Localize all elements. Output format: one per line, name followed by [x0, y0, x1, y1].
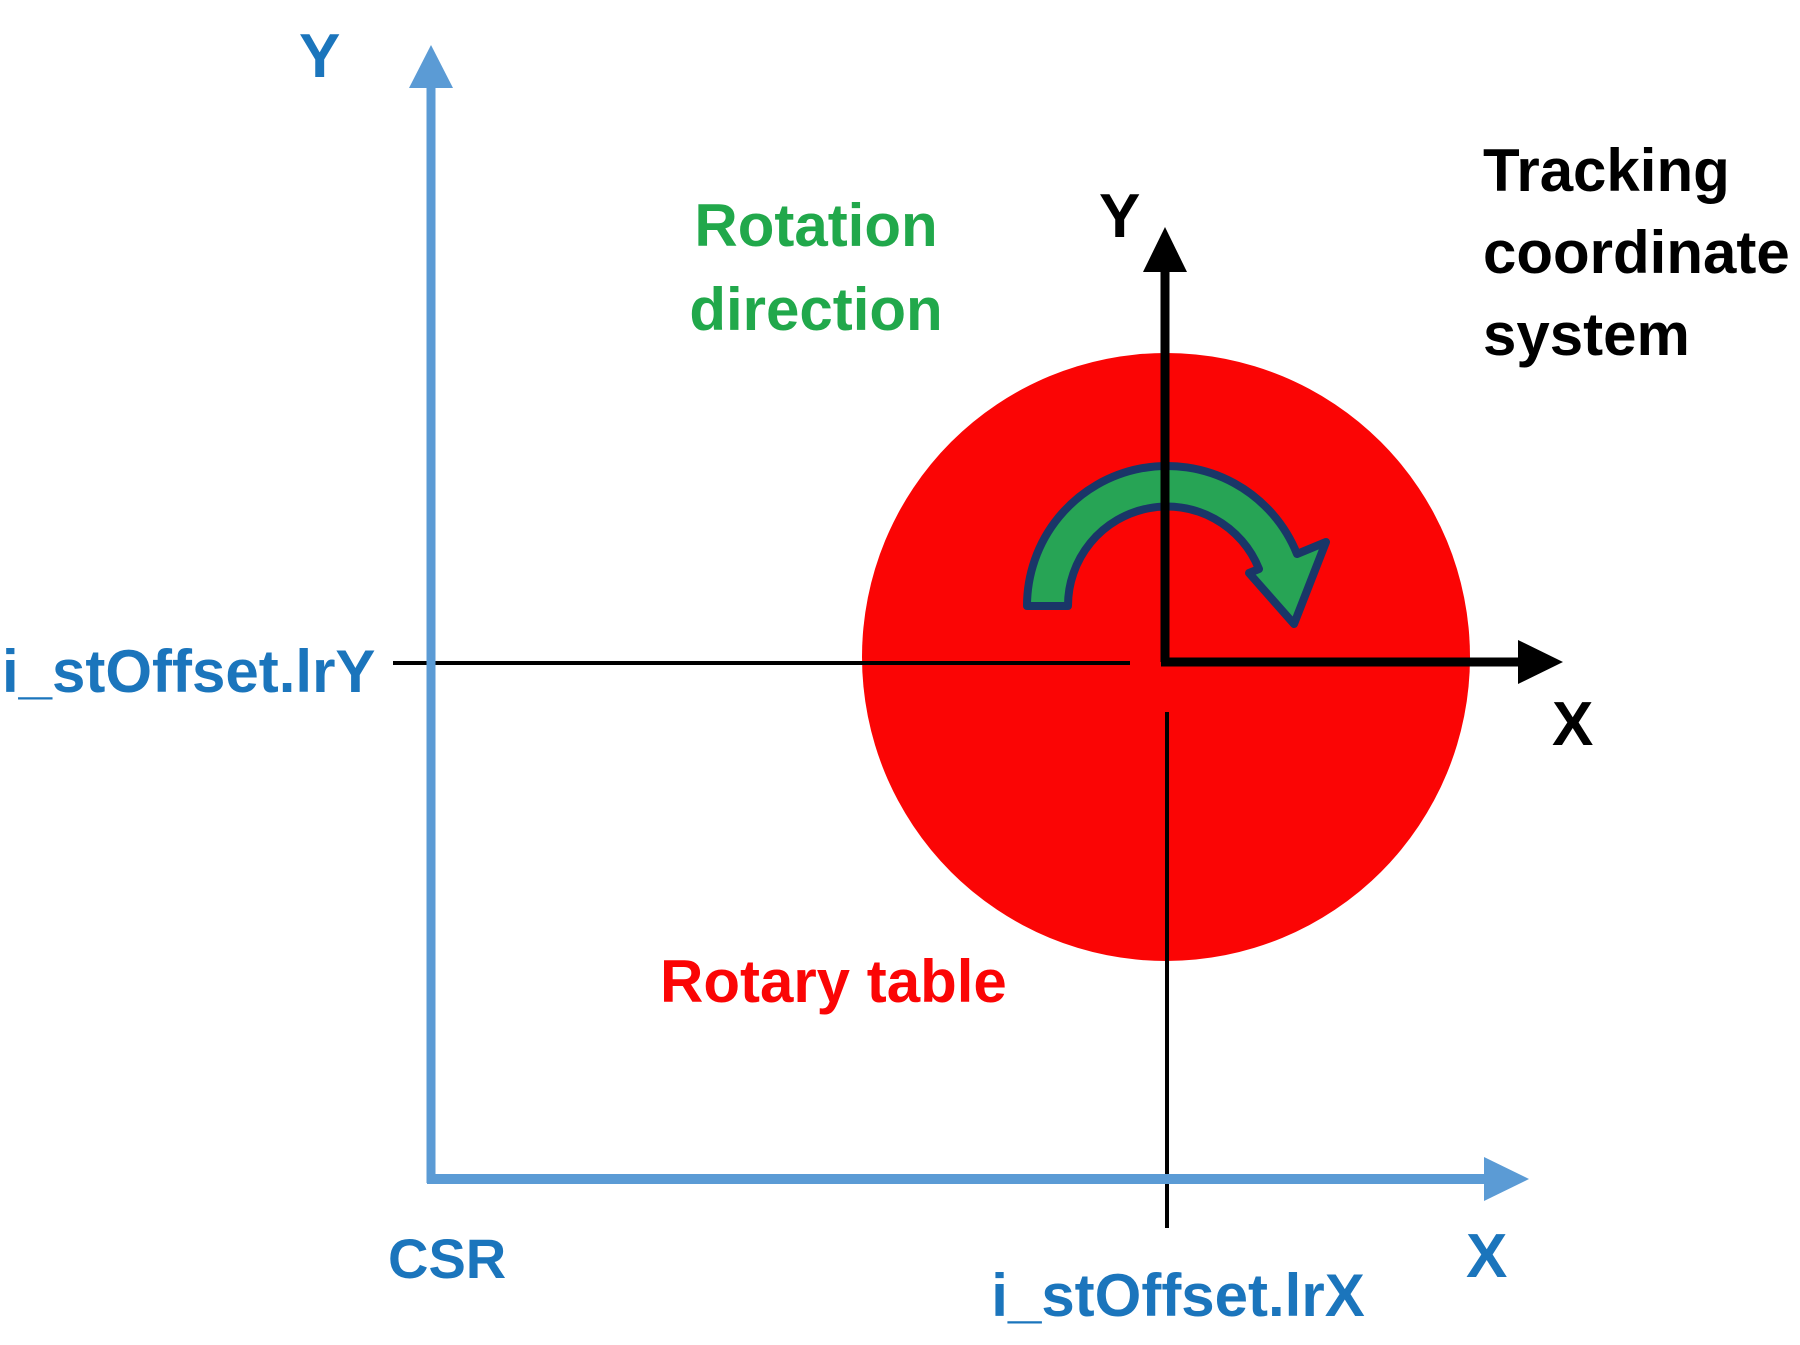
csr-x-axis — [427, 1157, 1529, 1201]
tracking-y-axis-label: Y — [1099, 182, 1141, 251]
rotary-table-label: Rotary table — [660, 948, 1007, 1015]
offset-lrx-label: i_stOffset.lrX — [991, 1262, 1365, 1329]
csr-x-axis-arrowhead-icon — [1484, 1157, 1529, 1201]
tracking-x-axis — [1161, 640, 1563, 684]
tracking-title: Tracking coordinate system — [1483, 137, 1790, 368]
rotation-direction-label: Rotation direction — [689, 192, 943, 343]
csr-y-axis — [409, 45, 453, 1183]
tracking-y-axis-arrowhead-icon — [1143, 227, 1187, 272]
tracking-y-axis — [1143, 227, 1187, 662]
rotation-direction-arrow — [1023, 461, 1330, 628]
offset-lry-label: i_stOffset.lrY — [2, 638, 376, 705]
csr-y-axis-label: Y — [299, 22, 341, 91]
tracking-x-axis-label: X — [1552, 690, 1594, 759]
csr-x-axis-label: X — [1466, 1222, 1508, 1291]
csr-y-axis-arrowhead-icon — [409, 45, 453, 88]
tracking-x-axis-arrowhead-icon — [1518, 640, 1563, 684]
csr-name-label: CSR — [388, 1227, 507, 1290]
